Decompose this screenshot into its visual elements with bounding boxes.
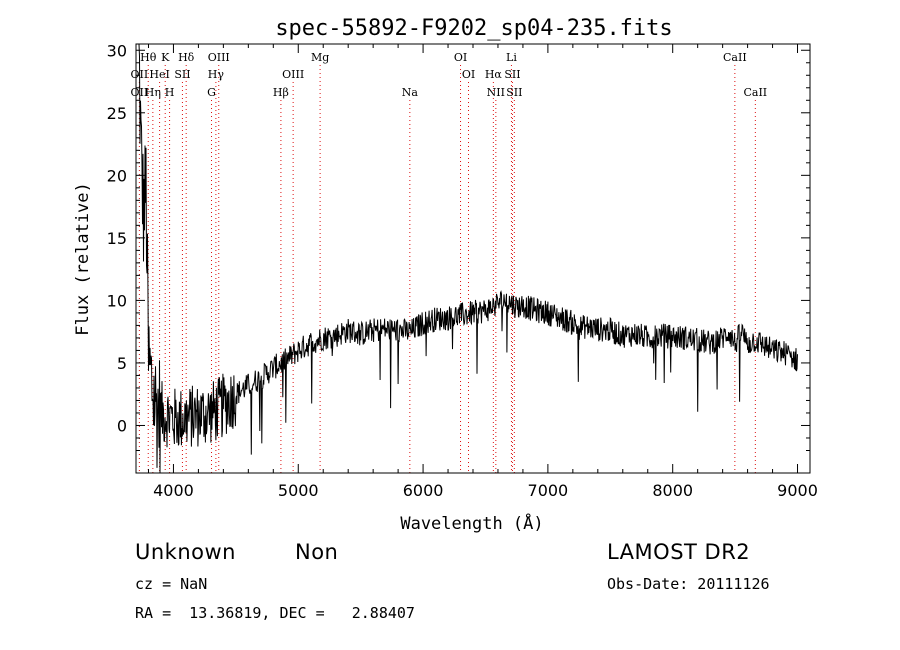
y-tick-label: 5 [117,354,127,373]
spectral-line-label: H [165,86,175,99]
x-axis-label: Wavelength (Å) [400,512,543,534]
chart-title: spec-55892-F9202_sp04-235.fits [275,16,672,41]
spectral-line-label: G [207,86,216,99]
spectral-line-label: CaII [723,51,747,64]
observation-date: Obs-Date: 20111126 [607,575,770,593]
y-tick-label: 25 [107,104,127,123]
survey-label: LAMOST DR2 [607,540,751,564]
spectral-line-label: Hα [485,68,503,81]
spectral-line-label: Mg [311,51,329,64]
spectral-line-label: OI [454,51,467,64]
spectral-line-label: Na [402,86,419,99]
spectral-line-label: Hδ [178,51,195,64]
spectral-line-label: HeI [149,68,169,81]
spectral-line-label: Hβ [273,86,289,99]
spectral-line-label: NII [487,86,505,99]
y-tick-label: 0 [117,416,127,435]
spectral-line-label: CaII [743,86,767,99]
y-tick-label: 30 [107,41,127,60]
x-tick-label: 4000 [153,481,194,500]
spectral-line-label: Hθ [140,51,157,64]
spectral-line-label: OIII [208,51,230,64]
spectrum-trace [138,43,798,473]
coordinates-readout: RA = 13.36819, DEC = 2.88407 [135,604,415,622]
spectral-line-label: Hη [145,86,161,99]
x-tick-label: 6000 [403,481,444,500]
y-tick-label: 15 [107,229,127,248]
spectral-line-label: K [161,51,170,64]
spectral-line-label: OI [462,68,475,81]
object-subclass: Non [295,540,339,564]
object-class: Unknown [135,540,236,564]
y-tick-label: 20 [107,166,127,185]
spectral-line-label: SII [506,86,522,99]
spectral-line-label: Li [506,51,517,64]
x-axis: 4000 5000 6000 7000 8000 9000 [147,44,818,500]
y-axis: 0 5 10 15 20 25 30 [107,41,810,451]
x-tick-label: 5000 [278,481,319,500]
y-axis-label: Flux (relative) [73,182,93,336]
plot-frame [135,43,811,474]
spectral-line-label: SII [504,68,520,81]
x-tick-label: 9000 [777,481,818,500]
spectral-line-label: Hγ [208,68,225,81]
x-tick-label: 7000 [528,481,569,500]
spectral-line-label: OIII [282,68,304,81]
spectral-line-label: SII [174,68,190,81]
x-tick-label: 8000 [652,481,693,500]
redshift-readout: cz = NaN [135,575,208,593]
spectral-line-markers [138,65,756,473]
y-tick-label: 10 [107,291,127,310]
